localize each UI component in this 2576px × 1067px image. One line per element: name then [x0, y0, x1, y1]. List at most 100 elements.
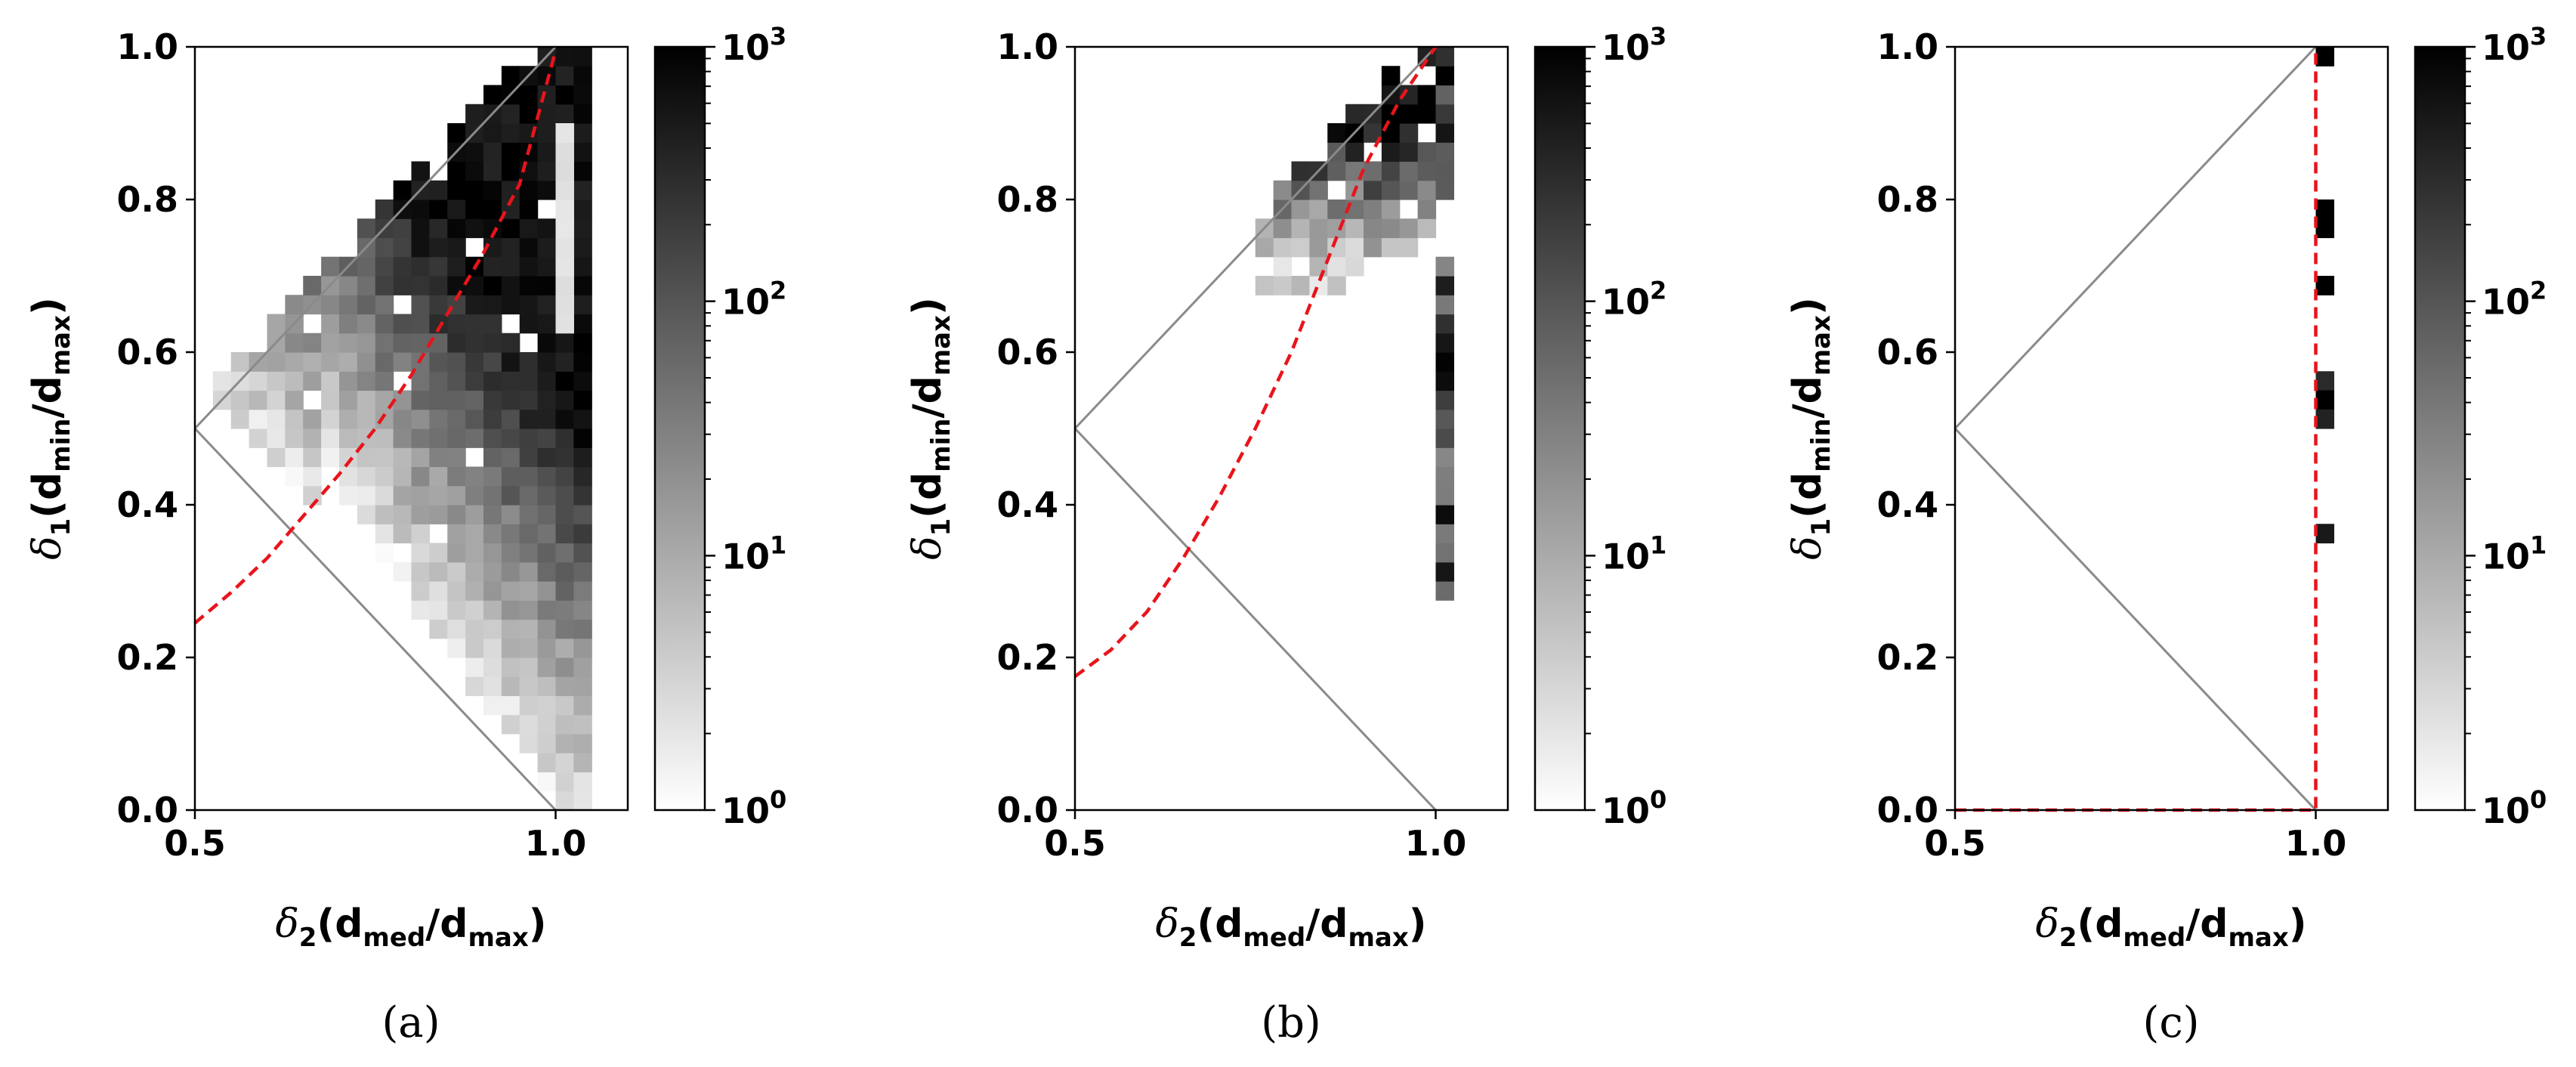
heatmap-cell-a [375, 447, 394, 468]
heatmap-cell-a [573, 237, 592, 258]
heatmap-cell-b [1435, 543, 1454, 563]
heatmap-cell-a [483, 695, 502, 716]
colorbar-tick-label-a: 102 [721, 277, 786, 323]
y-tick-label-b: 0.4 [997, 484, 1059, 525]
heatmap-cell-a [357, 218, 376, 239]
heatmap-cell-a [483, 142, 502, 162]
y-tick-label-c: 0.6 [1877, 332, 1939, 373]
fit-curve-c [1955, 47, 2318, 812]
heatmap-cell-a [519, 600, 539, 620]
heatmap-cell-a [519, 371, 539, 391]
heatmap-cell-a [447, 561, 466, 582]
colorbar-tick-label-c: 103 [2482, 22, 2547, 68]
heatmap-cell-a [285, 466, 304, 487]
heatmap-cell-b [1327, 276, 1346, 295]
heatmap-cell-a [573, 390, 592, 410]
heatmap-cell-a [537, 734, 557, 753]
heatmap-cell-a [573, 85, 592, 105]
heatmap-cell-a [573, 714, 592, 735]
heatmap-cell-a [555, 638, 574, 658]
heatmap-cell-a [267, 428, 286, 448]
heatmap-cell-a [537, 676, 557, 697]
heatmap-cell-b [1309, 237, 1328, 258]
heatmap-cell-a [321, 332, 340, 353]
heatmap-cell-a [483, 409, 502, 429]
heatmap-cell-a [447, 505, 466, 524]
heatmap-cell-b [1273, 237, 1293, 258]
heatmap-cell-a [447, 581, 466, 601]
heatmap-cell-a [537, 695, 557, 716]
heatmap-cell-a [465, 581, 484, 601]
y-tick-label-a: 0.4 [117, 484, 179, 525]
heatmap-cell-a [537, 409, 557, 429]
heatmap-cell-a [393, 352, 412, 372]
heatmap-cell-a [357, 390, 376, 410]
heatmap-cell-a [465, 371, 484, 391]
heatmap-cell-a [555, 676, 574, 697]
heatmap-cell-a [537, 581, 557, 601]
heatmap-cell-a [555, 295, 574, 315]
heatmap-cell-a [411, 371, 430, 391]
heatmap-cell-a [465, 638, 484, 658]
heatmap-cell-a [465, 104, 484, 124]
heatmap-cell-c [2315, 371, 2334, 391]
heatmap-cell-a [393, 561, 412, 582]
heatmap-cell-a [357, 371, 376, 391]
heatmap-cell-a [429, 352, 448, 372]
y-tick-label-a: 1.0 [117, 26, 179, 67]
heatmap-cell-a [429, 295, 448, 315]
colorbar-tick-label-a: 100 [721, 785, 786, 831]
heatmap-cell-a [573, 772, 592, 792]
heatmap-cell-a [339, 466, 358, 487]
y-tick-label-b: 0.2 [997, 637, 1059, 678]
x-tick-label-a: 1.0 [525, 823, 587, 864]
heatmap-cell-a [519, 676, 539, 697]
heatmap-cell-a [555, 466, 574, 487]
heatmap-cell-a [537, 314, 557, 334]
heatmap-cell-a [339, 428, 358, 448]
heatmap-cell-a [519, 85, 539, 105]
heatmap-cell-a [573, 600, 592, 620]
heatmap-cell-a [465, 295, 484, 315]
y-tick-label-c: 0.8 [1877, 179, 1939, 220]
colorbar-tick-label-b: 100 [1602, 785, 1666, 831]
heatmap-cell-a [573, 256, 592, 277]
heatmap-cell-a [303, 466, 322, 487]
colorbar-gradient-b [1534, 45, 1586, 812]
heatmap-cell-a [501, 218, 520, 239]
heatmap-cell-a [555, 447, 574, 468]
heatmap-cell-b [1417, 180, 1437, 200]
heatmap-cell-a [465, 218, 484, 239]
heatmap-cell-a [519, 409, 539, 429]
heatmap-cell-b [1417, 104, 1437, 124]
plot-frame-c [1954, 45, 2389, 812]
colorbar-b: 100 101 102 103 [1534, 22, 1666, 831]
heatmap-cell-a [537, 104, 557, 124]
heatmap-cell-a [429, 276, 448, 295]
heatmap-cell-a [411, 256, 430, 277]
heatmap-cell-a [573, 505, 592, 524]
heatmap-cell-b [1435, 466, 1454, 487]
heatmap-cell-a [537, 466, 557, 487]
heatmap-cell-b [1327, 123, 1346, 143]
x-axis-label-b: δ2(dmed/dmax) [1155, 902, 1426, 953]
heatmap-cell-a [249, 409, 268, 429]
axis-ticks-a: 0.0 0.2 0.4 0.6 0.8 1.0 0.5 1.0 [117, 26, 587, 864]
colorbar-gradient-a [653, 45, 706, 812]
heatmap-cell-a [573, 180, 592, 200]
heatmap-cell-a [339, 276, 358, 295]
heatmap-cell-a [573, 447, 592, 468]
heatmap-cell-b [1255, 237, 1274, 258]
colorbar-c: 100 101 102 103 [2414, 22, 2547, 831]
heatmap-cell-a [303, 276, 322, 295]
heatmap-cell-a [501, 237, 520, 258]
upper-bound-line-a [193, 45, 557, 430]
heatmap-cell-a [429, 428, 448, 448]
heatmap-cell-a [555, 409, 574, 429]
heatmap-cell-a [573, 104, 592, 124]
heatmap-cell-a [230, 390, 250, 410]
heatmap-cell-a [447, 600, 466, 620]
heatmap-cell-a [465, 314, 484, 334]
heatmap-cell-a [519, 466, 539, 487]
heatmap-cell-a [519, 314, 539, 334]
